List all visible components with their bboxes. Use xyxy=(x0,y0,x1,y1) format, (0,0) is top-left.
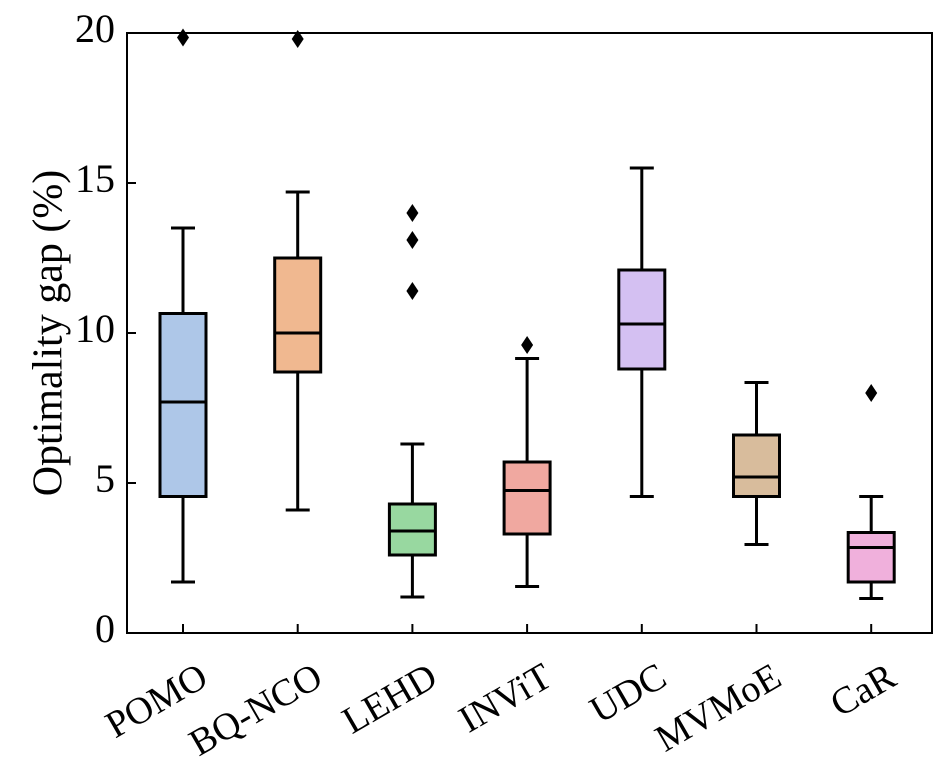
y-tick-label: 20 xyxy=(75,6,115,51)
y-tick-label: 10 xyxy=(75,306,115,351)
y-tick-label: 15 xyxy=(75,156,115,201)
box-udc xyxy=(617,166,667,498)
outlier-marker xyxy=(521,336,534,354)
x-category-label: CaR xyxy=(823,655,903,725)
box-mvmoe xyxy=(732,381,781,546)
boxes-layer xyxy=(158,28,896,600)
y-tick-label: 0 xyxy=(95,606,115,651)
iqr-box xyxy=(617,268,667,371)
outlier-marker xyxy=(406,204,419,222)
outlier-marker xyxy=(865,384,878,402)
outlier-marker xyxy=(406,231,419,249)
iqr-box xyxy=(158,312,208,498)
box-car xyxy=(846,384,896,600)
outlier-marker xyxy=(406,282,419,300)
box-pomo xyxy=(158,28,208,584)
y-tick-label: 5 xyxy=(95,456,115,501)
box-bq-nco xyxy=(273,30,323,512)
y-axis: 0 5 10 15 20 xyxy=(75,6,136,651)
x-category-label: LEHD xyxy=(335,655,444,742)
iqr-box xyxy=(846,531,896,584)
x-category-label: MVMoE xyxy=(648,655,788,760)
x-category-label: INViT xyxy=(452,655,559,741)
x-category-label: BQ-NCO xyxy=(182,655,329,764)
y-axis-title: Optimality gap (%) xyxy=(26,170,72,497)
plot-frame xyxy=(126,32,933,634)
box-lehd xyxy=(387,204,437,599)
outlier-marker xyxy=(177,28,189,47)
outlier-marker xyxy=(291,30,304,48)
iqr-box xyxy=(273,256,323,374)
iqr-box xyxy=(732,433,781,498)
box-invit xyxy=(502,336,552,588)
iqr-box xyxy=(502,460,552,536)
